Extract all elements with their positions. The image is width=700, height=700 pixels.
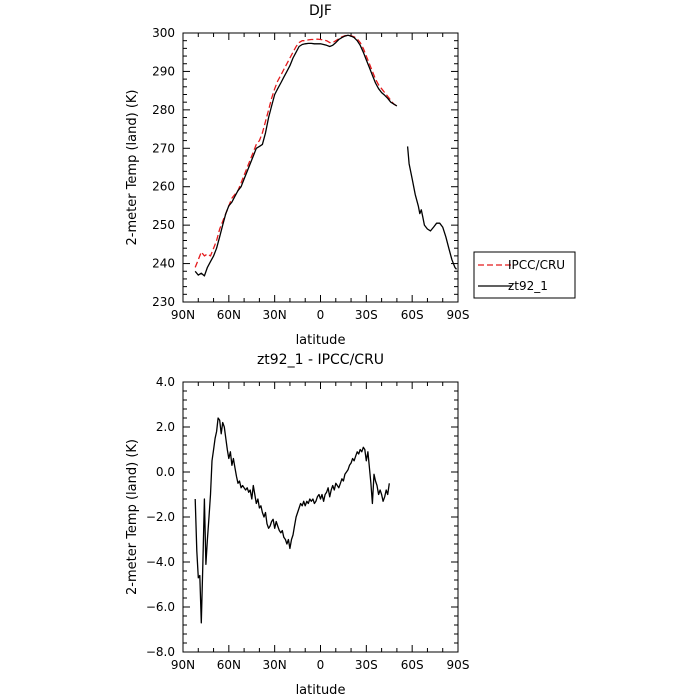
- chart-title: zt92_1 - IPCC/CRU: [257, 352, 384, 368]
- legend-box: [473, 251, 576, 299]
- x-axis-label: latitude: [296, 683, 346, 698]
- x-tick-label: 60S: [401, 658, 424, 672]
- y-tick-label: −4.0: [146, 555, 175, 569]
- y-tick-label: −8.0: [146, 645, 175, 659]
- y-tick-label: −2.0: [146, 510, 175, 524]
- y-tick-label: 250: [152, 218, 175, 232]
- x-tick-label: 90N: [171, 658, 195, 672]
- y-tick-label: 2.0: [156, 420, 175, 434]
- x-tick-label: 60S: [401, 308, 424, 322]
- x-tick-label: 90N: [171, 308, 195, 322]
- y-tick-label: 4.0: [156, 375, 175, 389]
- y-tick-label: 260: [152, 180, 175, 194]
- series-line-zt92-1: [194, 34, 398, 277]
- series-line-zt92-1: [406, 146, 457, 270]
- x-tick-label: 0: [317, 658, 325, 672]
- plot-frame-1: [182, 32, 459, 303]
- x-tick-label: 30N: [263, 658, 287, 672]
- y-tick-label: 280: [152, 103, 175, 117]
- x-tick-label: 30S: [355, 308, 378, 322]
- plot-frame-2: [182, 381, 459, 653]
- y-tick-label: −6.0: [146, 600, 175, 614]
- x-tick-label: 30N: [263, 308, 287, 322]
- series-line-ipcc-cru: [194, 34, 398, 268]
- y-axis-label: 2-meter Temp (land) (K): [125, 90, 140, 246]
- y-tick-label: 290: [152, 64, 175, 78]
- series-line-difference: [194, 417, 390, 624]
- legend-label: IPCC/CRU: [508, 258, 565, 272]
- x-tick-label: 90S: [447, 308, 470, 322]
- y-tick-label: 300: [152, 26, 175, 40]
- x-tick-label: 60N: [217, 308, 241, 322]
- x-tick-label: 90S: [447, 658, 470, 672]
- y-tick-label: 230: [152, 295, 175, 309]
- x-tick-label: 60N: [217, 658, 241, 672]
- chart-title: DJF: [309, 3, 332, 19]
- x-tick-label: 0: [317, 308, 325, 322]
- y-axis-label: 2-meter Temp (land) (K): [125, 439, 140, 595]
- y-tick-label: 0.0: [156, 465, 175, 479]
- x-axis-label: latitude: [296, 333, 346, 348]
- y-tick-label: 270: [152, 141, 175, 155]
- legend-label: zt92_1: [508, 279, 548, 293]
- x-tick-label: 30S: [355, 658, 378, 672]
- y-tick-label: 240: [152, 257, 175, 271]
